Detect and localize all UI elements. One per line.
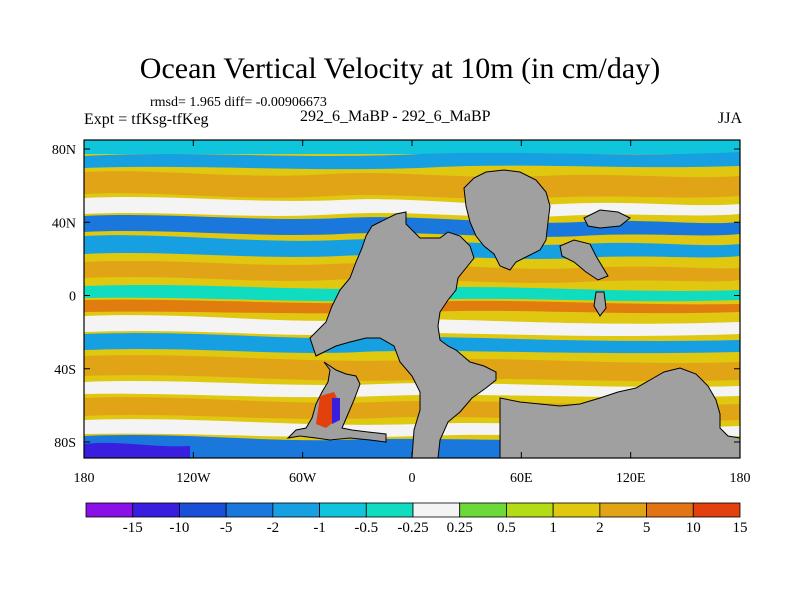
lon-label: 180 [74, 471, 95, 486]
lon-label: 120W [176, 471, 211, 486]
landmass-se-asia [559, 239, 609, 281]
colorbar: -15 -10 -5 -2 -1 -0.5 -0.25 0.25 0.5 1 2 5 10 15 [85, 502, 748, 536]
ocean-field [84, 140, 740, 458]
colorbar-swatch [646, 502, 694, 518]
colorbar-swatch [506, 502, 554, 518]
band-npac-blue [84, 215, 740, 237]
colorbar-label: -10 [169, 520, 189, 536]
colorbar-label: 10 [686, 520, 701, 536]
colorbar-label: 5 [643, 520, 651, 536]
colorbar-swatch [132, 502, 180, 518]
band-npac-white [84, 197, 740, 217]
colorbar-label: -5 [220, 520, 233, 536]
colorbar-swatch [599, 502, 647, 518]
patch-blue [332, 398, 340, 424]
season-label: JJA [717, 110, 742, 127]
so-dark-patch [84, 442, 190, 458]
stats-label: rmsd= 1.965 diff= -0.00906673 [150, 95, 327, 110]
lat-ticks: 80N 40N 0 40S 80S [52, 143, 740, 451]
lon-label: 120E [616, 471, 646, 486]
lat-label: 80N [52, 143, 76, 158]
land [286, 169, 740, 458]
lat-label: 80S [54, 436, 76, 451]
colorbar-label: 0.25 [447, 520, 473, 536]
colorbar-label: -0.25 [397, 520, 428, 536]
lon-ticks: 180 120W 60W 0 60E 120E 180 [74, 140, 751, 486]
colorbar-swatch [692, 502, 741, 518]
colorbar-swatch [365, 502, 414, 518]
arctic-band [84, 140, 740, 154]
colorbar-label: -0.5 [354, 520, 378, 536]
band-so-white [84, 381, 740, 398]
colorbar-swatch [225, 502, 274, 518]
lat-label: 40S [54, 363, 76, 378]
colorbar-label: -15 [123, 520, 143, 536]
colorbar-label: -2 [267, 520, 280, 536]
landmass-island [593, 291, 607, 317]
colorbar-swatch [459, 502, 507, 518]
landmass-eurasia-block [463, 169, 551, 271]
colorbar-label: -1 [313, 520, 326, 536]
runs-label: 292_6_MaBP - 292_6_MaBP [300, 108, 491, 125]
experiment-label: Expt = tfKsg-tfKeg [84, 111, 209, 128]
lon-label: 0 [409, 471, 416, 486]
lat-label: 40N [52, 216, 76, 231]
figure-title: Ocean Vertical Velocity at 10m (in cm/da… [139, 52, 661, 85]
landmass-japan [583, 209, 631, 229]
band-npac-orange [84, 171, 740, 199]
lon-label: 180 [730, 471, 751, 486]
colorbar-swatch [412, 502, 461, 518]
colorbar-label: 2 [596, 520, 604, 536]
landmass-africa-sa [309, 211, 497, 458]
landmass-australia-antarctic [499, 367, 740, 458]
colorbar-label: 1 [549, 520, 557, 536]
lon-label: 60W [289, 471, 317, 486]
band-arctic-2 [84, 152, 740, 170]
colorbar-swatch [552, 502, 601, 518]
colorbar-swatch [85, 502, 134, 518]
lon-label: 60E [510, 471, 533, 486]
colorbar-swatch [319, 502, 367, 518]
colorbar-label: 0.5 [497, 520, 516, 536]
colorbar-swatch [272, 502, 320, 518]
colorbar-swatch [179, 502, 227, 518]
colorbar-label: 15 [733, 520, 748, 536]
lat-label: 0 [69, 290, 76, 305]
